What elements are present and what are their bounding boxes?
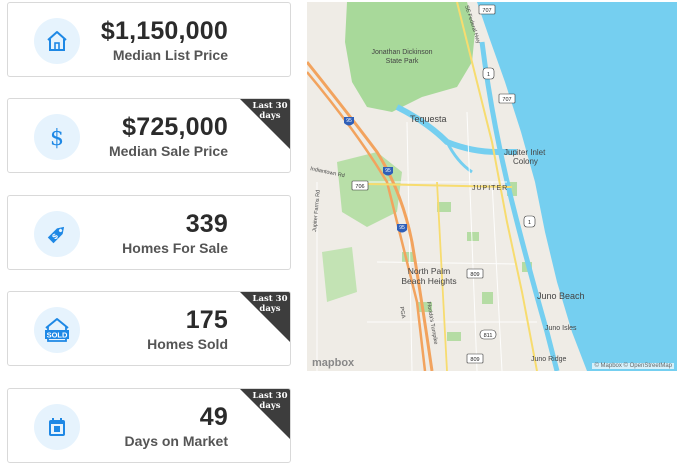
park-label-2: State Park	[386, 58, 419, 65]
dollar-icon-circle: $	[34, 114, 80, 160]
colony-label: Colony	[513, 157, 538, 166]
ribbon-text: Last 30 days	[250, 391, 290, 411]
park-label: Jonathan Dickinson	[371, 49, 432, 56]
svg-text:$: $	[50, 231, 60, 241]
interstate-95-shield-2: 95	[385, 168, 391, 174]
interstate-95-shield: 95	[346, 118, 352, 124]
dollar-icon: $	[50, 126, 64, 150]
ribbon-line-2: days	[259, 304, 281, 314]
median-sale-price-label: Median Sale Price	[108, 143, 228, 159]
route-811-shield: 811	[484, 333, 493, 339]
ribbon-line-1: Last 30	[252, 391, 288, 401]
juno-beach-label: Juno Beach	[537, 291, 585, 301]
ribbon-line-2: days	[259, 111, 281, 121]
calendar-icon-circle	[34, 404, 80, 450]
median-list-price-value: $1,150,000	[100, 17, 228, 45]
median-sale-price-card: $ $725,000 Median Sale Price Last 30 day…	[7, 98, 291, 173]
median-sale-price-value: $725,000	[122, 113, 228, 141]
days-on-market-label: Days on Market	[124, 433, 228, 449]
price-tag-icon: $	[47, 226, 65, 244]
us-1-shield: 1	[487, 72, 490, 78]
route-707-shield: 707	[482, 8, 491, 14]
map-canvas[interactable]: Jonathan Dickinson State Park Tequesta J…	[307, 2, 677, 371]
map-attribution[interactable]: © Mapbox © OpenStreetMap	[592, 363, 674, 369]
days-on-market-card: 49 Days on Market Last 30 days	[7, 388, 291, 463]
homes-for-sale-label: Homes For Sale	[122, 240, 228, 256]
homes-sold-value: 175	[185, 306, 228, 334]
calendar-icon	[49, 418, 65, 436]
juno-ridge-label: Juno Ridge	[531, 356, 567, 363]
ribbon-line-2: days	[259, 401, 281, 411]
jupiter-inlet-label: Jupiter Inlet	[504, 148, 546, 157]
sold-house-icon-circle: SOLD	[34, 307, 80, 353]
homes-sold-card: SOLD 175 Homes Sold Last 30 days	[7, 291, 291, 366]
ribbon-line-1: Last 30	[252, 294, 288, 304]
us-1-shield-2: 1	[528, 220, 531, 226]
jupiter-label: JUPITER	[472, 185, 508, 192]
tequesta-label: Tequesta	[410, 114, 447, 124]
price-tag-icon-circle: $	[34, 211, 80, 257]
route-809-shield: 809	[470, 272, 479, 278]
house-icon	[47, 31, 67, 51]
route-707-shield-2: 707	[502, 97, 511, 103]
ribbon-text: Last 30 days	[250, 294, 290, 314]
route-809-shield-2: 809	[470, 357, 479, 363]
house-icon-circle	[34, 18, 80, 64]
north-palm-label: North Palm	[408, 266, 451, 276]
homes-sold-label: Homes Sold	[147, 336, 228, 352]
sold-icon-text: SOLD	[47, 331, 68, 340]
last-30-days-ribbon	[240, 292, 290, 342]
median-list-price-label: Median List Price	[112, 47, 228, 63]
last-30-days-ribbon	[240, 389, 290, 439]
mapbox-logo[interactable]: mapbox	[312, 357, 355, 369]
beach-heights-label: Beach Heights	[401, 276, 456, 286]
last-30-days-ribbon	[240, 99, 290, 149]
sold-house-icon: SOLD	[45, 318, 69, 342]
days-on-market-value: 49	[199, 403, 228, 431]
ribbon-line-1: Last 30	[252, 101, 288, 111]
homes-for-sale-value: 339	[185, 210, 228, 238]
ribbon-text: Last 30 days	[250, 101, 290, 121]
homes-for-sale-card: $ 339 Homes For Sale	[7, 195, 291, 270]
svg-text:$: $	[50, 126, 64, 150]
interstate-95-shield-3: 95	[399, 225, 405, 231]
median-list-price-card: $1,150,000 Median List Price	[7, 2, 291, 77]
juno-isles-label: Juno Isles	[545, 325, 577, 332]
pga-label: PGA	[398, 306, 406, 319]
area-map[interactable]: Jonathan Dickinson State Park Tequesta J…	[307, 2, 677, 371]
jupiter-farms-rd-label: Jupiter Farms Rd	[312, 190, 322, 233]
route-706-shield: 706	[355, 184, 364, 190]
